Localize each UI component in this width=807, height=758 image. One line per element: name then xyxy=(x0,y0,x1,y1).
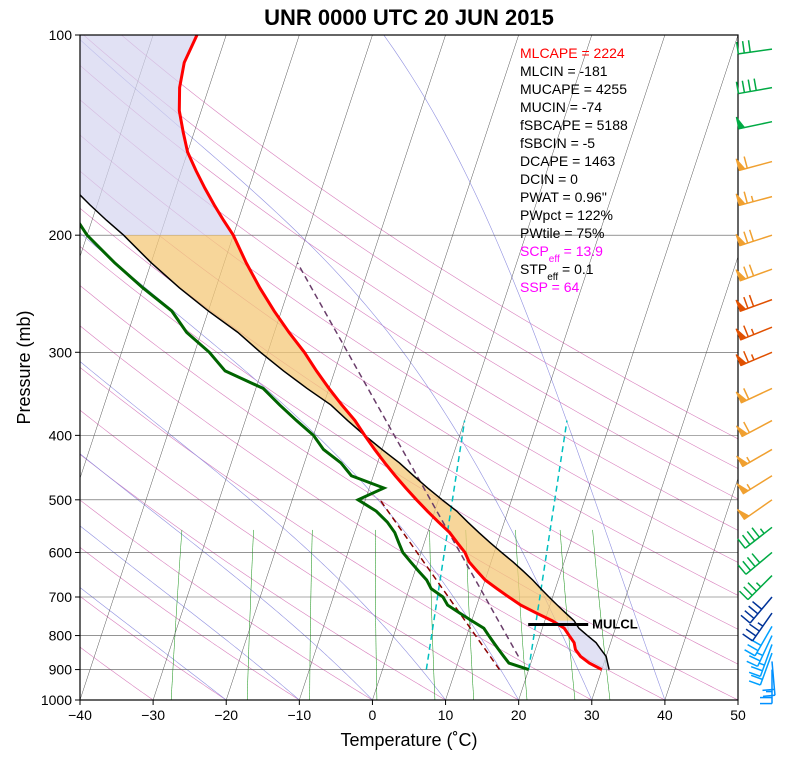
param-text: fSBCAPE = 5188 xyxy=(520,117,628,133)
y-tick-label: 800 xyxy=(49,628,73,644)
y-tick-label: 700 xyxy=(49,589,73,605)
x-tick-label: 40 xyxy=(657,707,673,723)
chart-title: UNR 0000 UTC 20 JUN 2015 xyxy=(264,5,554,30)
x-tick-label: 0 xyxy=(369,707,377,723)
param-text: SSP = 64 xyxy=(520,279,580,295)
y-tick-label: 600 xyxy=(49,544,73,560)
x-tick-label: −10 xyxy=(287,707,311,723)
y-tick-label: 300 xyxy=(49,344,73,360)
param-text: fSBCIN = -5 xyxy=(520,135,595,151)
param-text: MUCIN = -74 xyxy=(520,99,602,115)
x-tick-label: −40 xyxy=(68,707,92,723)
y-tick-label: 400 xyxy=(49,427,73,443)
param-text: DCIN = 0 xyxy=(520,171,578,187)
x-tick-label: 20 xyxy=(511,707,527,723)
x-tick-label: 10 xyxy=(438,707,454,723)
param-text: PWAT = 0.96" xyxy=(520,189,607,205)
param-text: MUCAPE = 4255 xyxy=(520,81,627,97)
param-text: PWpct = 122% xyxy=(520,207,613,223)
x-tick-label: −30 xyxy=(141,707,165,723)
y-tick-label: 500 xyxy=(49,492,73,508)
x-axis-label: Temperature (˚C) xyxy=(340,730,477,750)
y-tick-label: 900 xyxy=(49,662,73,678)
param-text: MLCAPE = 2224 xyxy=(520,45,625,61)
skewt-chart: MULCL −40 −30 −20 −10 0 10 20 30 40 50 1000 900 800 70… xyxy=(0,0,807,758)
mulcl-label: MULCL xyxy=(592,617,638,632)
x-tick-label: 30 xyxy=(584,707,600,723)
param-text: MLCIN = -181 xyxy=(520,63,608,79)
param-text: DCAPE = 1463 xyxy=(520,153,616,169)
x-tick-label: 50 xyxy=(730,707,746,723)
x-tick-label: −20 xyxy=(214,707,238,723)
param-text: PWtile = 75% xyxy=(520,225,604,241)
y-tick-label: 1000 xyxy=(41,692,72,708)
y-tick-label: 200 xyxy=(49,227,73,243)
y-axis-label: Pressure (mb) xyxy=(14,310,34,424)
y-tick-label: 100 xyxy=(49,27,73,43)
